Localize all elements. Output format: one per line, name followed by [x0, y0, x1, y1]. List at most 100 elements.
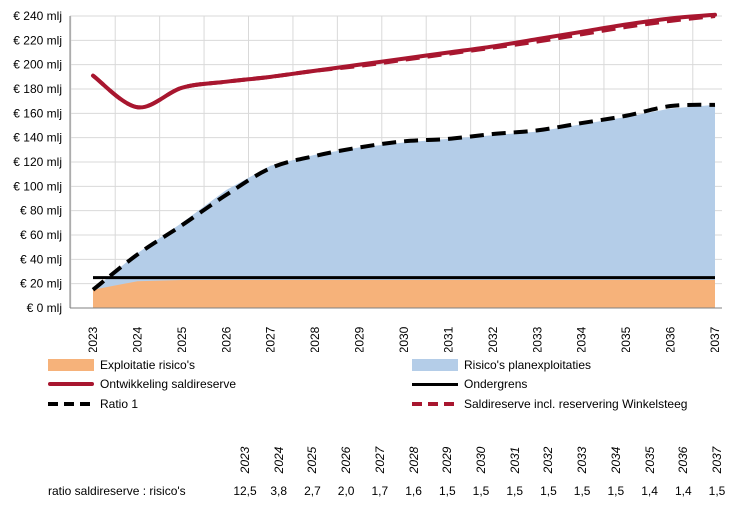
x-tick-label: 2034: [575, 326, 589, 352]
line-series: [91, 12, 717, 292]
y-tick-label: € 140 mlj: [13, 131, 62, 145]
x-tick-label: 2024: [130, 326, 144, 352]
x-tick-label: 2035: [619, 326, 633, 352]
x-tick-label: 2029: [353, 326, 367, 352]
y-tick-label: € 180 mlj: [13, 82, 62, 96]
x-tick-label: 2028: [308, 326, 322, 352]
ratio-table-value: 1,4: [674, 484, 692, 498]
ratio-table-year-label: 2029: [440, 446, 455, 474]
ratio-table-value: 1,5: [708, 484, 726, 498]
ratio-table-value: 1,4: [641, 484, 658, 498]
ratio-table-year-label: 2024: [271, 446, 286, 474]
ratio-table-year: 2036: [668, 440, 698, 480]
x-tick-label: 2023: [86, 326, 100, 352]
ratio-table-value: 1,5: [438, 484, 456, 498]
legend-label: Exploitatie risico's: [100, 358, 195, 372]
ratio-table-year: 2037: [702, 440, 732, 480]
x-tick-label: 2025: [175, 326, 189, 352]
x-tick-label: 2037: [708, 326, 722, 352]
ratio-table: ratio saldireserve : risico's 2023 12,5 20…: [0, 440, 743, 509]
x-tick-label: 2030: [397, 326, 411, 352]
legend-item-saldireserve-incl: Saldireserve incl. reservering Winkelste…: [412, 395, 687, 413]
ratio-table-value: 1,5: [540, 484, 557, 498]
legend-swatch-red-line: [48, 378, 94, 390]
ratio-table-year-label: 2031: [507, 446, 522, 474]
ratio-table-year-label: 2036: [676, 446, 691, 474]
y-tick-label: € 160 mlj: [13, 106, 62, 120]
x-tick-labels: 2023 2024 2025 2026 2027 2028 2029 2030 2031 2032…: [86, 326, 722, 352]
ratio-table-year-label: 2027: [372, 446, 387, 474]
ratio-table-year: 2034: [601, 440, 631, 480]
x-tick-label: 2026: [219, 326, 233, 352]
ratio-table-year-label: 2034: [608, 446, 623, 474]
y-tick-label: € 80 mlj: [20, 204, 62, 218]
ratio-table-year: 2024: [264, 440, 294, 480]
ratio-table-year-label: 2035: [642, 446, 657, 474]
ratio-table-value: 1,5: [573, 484, 591, 498]
ratio-table-value: 1,6: [405, 484, 422, 498]
ratio-table-year-label: 2028: [406, 446, 421, 474]
area-exploitatie: [93, 280, 715, 308]
y-tick-label: € 20 mlj: [20, 277, 62, 291]
ratio-table-year: 2035: [635, 440, 665, 480]
legend-swatch-red-dash: [412, 402, 458, 406]
ratio-table-year: 2029: [432, 440, 462, 480]
legend-swatch-blue: [412, 359, 458, 371]
line-ontwikkeling: [91, 12, 717, 110]
line-ratio1: [91, 102, 716, 292]
legend-swatch-orange: [48, 359, 94, 371]
area-planexploitaties: [93, 104, 715, 308]
y-tick-label: € 40 mlj: [20, 252, 62, 266]
x-tick-label: 2031: [441, 326, 455, 352]
ratio-table-year: 2026: [331, 440, 361, 480]
ratio-table-value: 1,7: [371, 484, 389, 498]
legend-label: Ratio 1: [100, 397, 139, 411]
legend-item-ratio1: Ratio 1: [48, 395, 138, 413]
y-tick-label: € 240 mlj: [13, 9, 62, 23]
x-tick-label: 2036: [664, 326, 678, 352]
legend-item-ondergrens: Ondergrens: [412, 375, 527, 393]
ratio-table-value: 2,7: [304, 484, 321, 498]
y-tick-label: € 220 mlj: [13, 33, 62, 47]
ratio-table-year-label: 2023: [238, 446, 252, 474]
ratio-table-value: 1,5: [472, 484, 490, 498]
ratio-table-year: 2028: [399, 440, 429, 480]
ratio-table-year: 2025: [297, 440, 327, 480]
y-tick-label: € 60 mlj: [20, 228, 62, 242]
chart-legend: Exploitatie risico's Risico's planexploi…: [0, 352, 743, 422]
legend-item-planexploitaties: Risico's planexploitaties: [412, 356, 591, 374]
ratio-table-year: 2032: [533, 440, 563, 480]
area-series: [93, 104, 715, 308]
ratio-table-value: 12,5: [233, 484, 257, 498]
ratio-table-value: 3,8: [270, 484, 288, 498]
legend-label: Risico's planexploitaties: [464, 358, 592, 372]
legend-swatch-black-line: [412, 378, 458, 390]
ratio-table-year: 2027: [365, 440, 395, 480]
ratio-table-year-label: 2030: [474, 446, 488, 474]
ratio-table-year: 2030: [466, 440, 496, 480]
y-tick-label: € 120 mlj: [13, 155, 62, 169]
ratio-table-year-label: 2025: [305, 446, 320, 474]
ratio-table-value: 1,5: [607, 484, 625, 498]
ratio-table-value: 1,5: [506, 484, 524, 498]
legend-label: Ontwikkeling saldireserve: [100, 377, 237, 391]
legend-label: Saldireserve incl. reservering Winkelste…: [464, 397, 688, 411]
y-tick-labels: € 0 mlj € 20 mlj € 40 mlj € 60 mlj € 80 mlj €…: [13, 9, 62, 315]
ratio-table-year-label: 2037: [710, 446, 724, 474]
x-tick-label: 2033: [530, 326, 544, 352]
ratio-table-year-label: 2026: [339, 446, 354, 474]
ratio-table-year: 2031: [500, 440, 530, 480]
ratio-table-year: 2033: [567, 440, 597, 480]
y-tick-label: € 100 mlj: [13, 179, 62, 193]
line-saldireserve-incl: [91, 14, 716, 110]
legend-swatch-black-dash: [48, 402, 94, 406]
legend-item-ontwikkeling: Ontwikkeling saldireserve: [48, 375, 236, 393]
ratio-table-label: ratio saldireserve : risico's: [48, 484, 186, 498]
ratio-table-value: 2,0: [337, 484, 355, 498]
y-tick-label: € 0 mlj: [27, 301, 62, 315]
axes: [69, 16, 722, 309]
ratio-table-year-label: 2032: [541, 446, 556, 474]
line-area-chart: € 0 mlj € 20 mlj € 40 mlj € 60 mlj € 80 mlj €…: [13, 9, 722, 352]
x-tick-label: 2027: [264, 326, 278, 352]
ratio-table-year: 2023: [230, 440, 260, 480]
